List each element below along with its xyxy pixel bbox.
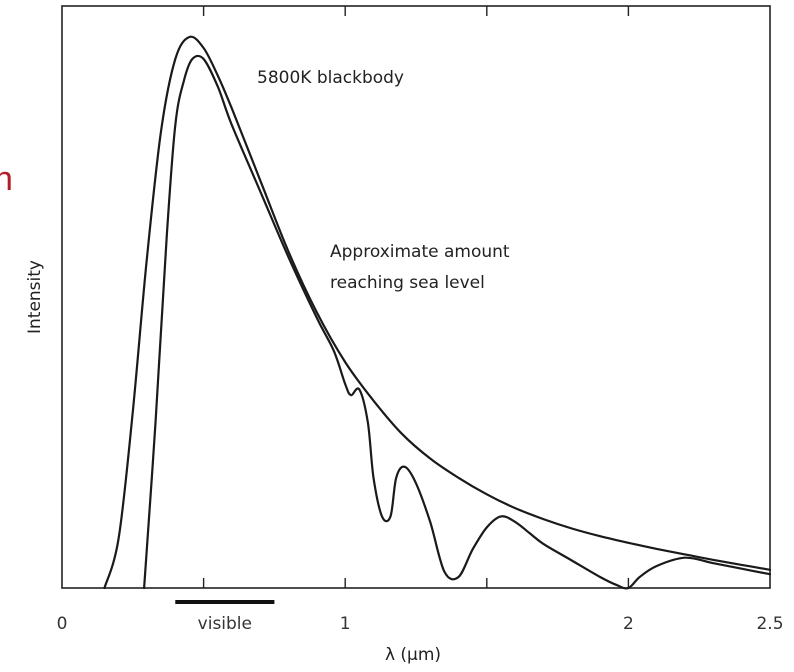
plot-frame [61, 5, 771, 589]
x-tick-label: 2.5 [756, 614, 783, 634]
x-axis-title: λ (μm) [385, 645, 441, 665]
cropped-heading-fragment: n [0, 160, 13, 198]
tick-label-layer: 0 1 2 2.5 [57, 614, 784, 634]
visible-band-layer: visible [175, 600, 275, 634]
series-line-blackbody [103, 35, 772, 590]
x-tick-label: 0 [57, 614, 68, 634]
sea-level-annotation-line2: reaching sea level [330, 273, 485, 293]
blackbody-annotation: 5800K blackbody [257, 68, 404, 88]
x-tick-label: 2 [623, 614, 634, 634]
series-layer [103, 35, 772, 590]
y-axis-title: Intensity [25, 260, 45, 334]
bottom-ticks [202, 578, 630, 588]
x-tick-label: 1 [340, 614, 351, 634]
visible-band-label: visible [198, 614, 252, 634]
sea-level-annotation-line1: Approximate amount [330, 242, 510, 262]
top-ticks [202, 6, 630, 16]
series-line-sea_level [143, 54, 772, 590]
